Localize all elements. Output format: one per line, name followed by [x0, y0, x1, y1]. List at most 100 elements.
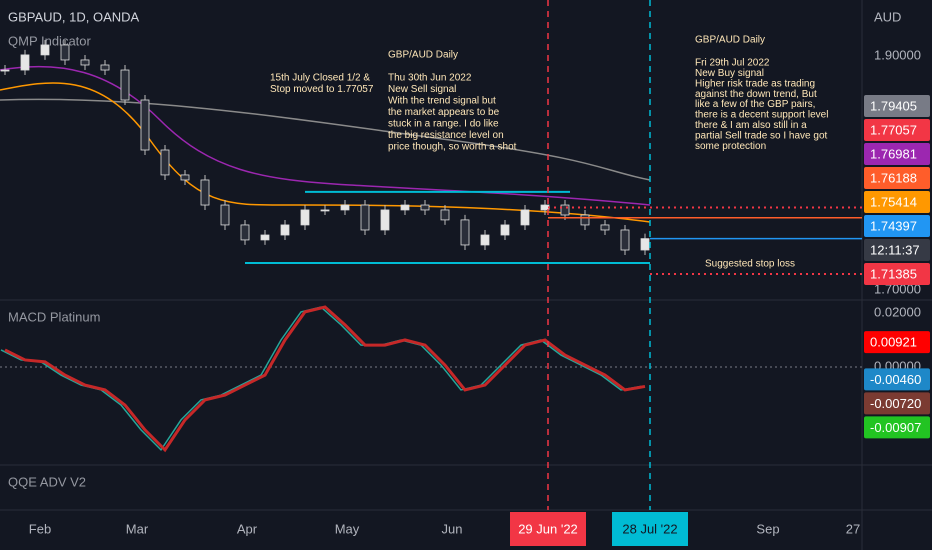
date-label-box [612, 512, 688, 546]
annotation-line: the market appears to be [388, 107, 500, 118]
price-label-box [864, 238, 930, 261]
annotation-line: 15th July Closed 1/2 & [270, 73, 370, 84]
candle-body [0, 69, 10, 72]
annotation-line: Suggested stop loss [705, 259, 795, 270]
moving-average [0, 98, 651, 181]
candle-body [380, 209, 390, 231]
indicator-name: QMP Indicator [8, 33, 92, 48]
candle-body [140, 99, 150, 151]
candle-body [480, 234, 490, 246]
price-label: 1.75414 [870, 194, 917, 209]
price-label-box [864, 392, 930, 415]
annotation-line: like a few of the GBP pairs, [695, 99, 815, 110]
price-label-box [864, 262, 930, 285]
candle-body [420, 204, 430, 211]
price-label: 1.74397 [870, 218, 917, 233]
candle-body [40, 44, 50, 56]
candle-body [280, 224, 290, 236]
candle-body [300, 209, 310, 226]
candle-body [60, 44, 70, 61]
date-label: 28 Jul '22 [622, 521, 677, 536]
candle-body [20, 54, 30, 71]
annotation-line: With the trend signal but [388, 96, 496, 107]
candle-body [240, 224, 250, 241]
annotation-line: some protection [695, 141, 766, 152]
price-label: 1.77057 [870, 122, 917, 137]
x-tick-label: Apr [237, 521, 258, 536]
price-label-box [864, 166, 930, 189]
annotation-title: GBP/AUD Daily [388, 50, 458, 61]
symbol: GBPAUD, 1D, OANDA [8, 9, 140, 24]
candle-body [220, 204, 230, 226]
candle-body [500, 224, 510, 236]
annotation-line: against the down trend, But [695, 89, 817, 100]
x-tick-label: May [335, 521, 360, 536]
y-tick-label: 1.70000 [874, 282, 921, 297]
price-label-box [864, 94, 930, 117]
candle-body [440, 209, 450, 221]
price-label: -0.00460 [870, 372, 921, 387]
x-tick-label: Sep [756, 521, 779, 536]
candle-body [180, 174, 190, 181]
moving-average [0, 65, 651, 206]
annotation-line: Fri 29th Jul 2022 [695, 58, 770, 69]
price-label: 12:11:37 [870, 242, 920, 257]
candle-body [100, 64, 110, 71]
x-tick-label: Feb [29, 521, 51, 536]
price-label-box [864, 368, 930, 391]
date-label-box [510, 512, 586, 546]
candle-body [400, 204, 410, 211]
annotation-line: Stop moved to 1.77057 [270, 84, 374, 95]
price-label: 1.71385 [870, 266, 917, 281]
candle-body [580, 214, 590, 226]
annotation-line: New Sell signal [388, 84, 456, 95]
currency: AUD [874, 9, 901, 24]
candle-body [640, 238, 650, 251]
annotation-title: GBP/AUD Daily [695, 35, 765, 46]
y-tick-label: 1.90000 [874, 47, 921, 62]
macd-line [4, 305, 646, 453]
annotation-line: partial Sell trade so I have got [695, 130, 828, 141]
candle-body [260, 234, 270, 241]
price-label: -0.00907 [870, 420, 921, 435]
candle-body [200, 179, 210, 206]
x-tick-label: 27 [846, 521, 860, 536]
annotation-line: New Buy signal [695, 68, 764, 79]
pane-title: MACD Platinum [8, 309, 100, 324]
x-tick-label: Mar [126, 521, 149, 536]
candle-body [600, 224, 610, 231]
candle-body [120, 69, 130, 101]
candle-body [620, 229, 630, 251]
x-tick-label: Jun [442, 521, 463, 536]
candle-body [160, 149, 170, 176]
candle-body [80, 59, 90, 66]
moving-average [0, 82, 651, 223]
y-tick-label: 0.02000 [874, 304, 921, 319]
annotation-line: Higher risk trade as trading [695, 78, 815, 89]
candle-body [560, 204, 570, 216]
price-label: 0.00921 [870, 335, 917, 350]
annotation-line: stuck in a range. I do like [388, 119, 499, 130]
annotation-line: there is a decent support level [695, 110, 828, 121]
price-label-box [864, 416, 930, 439]
candle-body [320, 209, 330, 212]
candle-body [340, 204, 350, 211]
annotation-line: Thu 30th Jun 2022 [388, 73, 472, 84]
annotation-line: the big resistance level on [388, 130, 504, 141]
price-label: 1.76981 [870, 146, 917, 161]
date-label: 29 Jun '22 [518, 521, 578, 536]
annotation-line: price though, so worth a shot [388, 142, 517, 153]
price-label-box [864, 142, 930, 165]
price-label-box [864, 190, 930, 213]
candle-body [360, 204, 370, 231]
price-label: 1.79405 [870, 98, 917, 113]
pane-title: QQE ADV V2 [8, 474, 86, 489]
price-label-box [864, 214, 930, 237]
candle-body [460, 219, 470, 246]
price-label-box [864, 118, 930, 141]
price-label: 1.76188 [870, 170, 917, 185]
price-label: -0.00720 [870, 396, 921, 411]
annotation-line: there & I am also still in a [695, 120, 807, 131]
